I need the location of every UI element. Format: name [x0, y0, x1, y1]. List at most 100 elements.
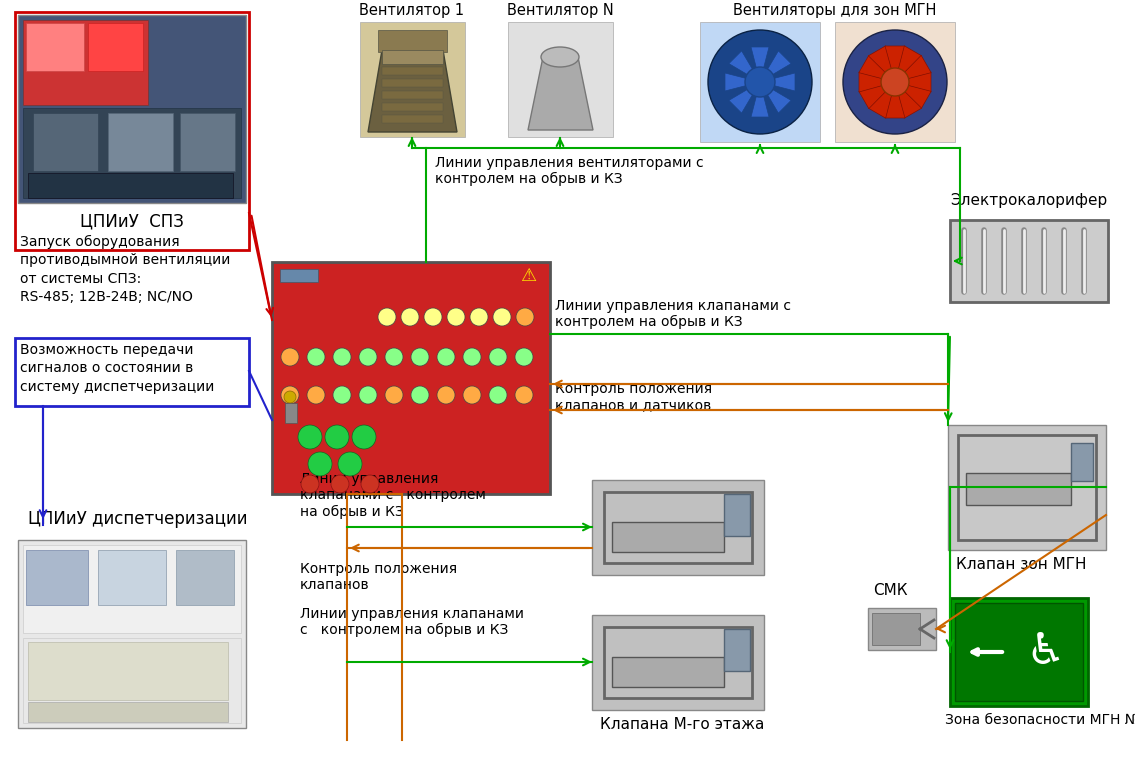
Polygon shape [751, 47, 770, 82]
FancyBboxPatch shape [966, 473, 1071, 505]
FancyBboxPatch shape [382, 115, 443, 123]
FancyBboxPatch shape [89, 23, 143, 71]
FancyBboxPatch shape [26, 550, 89, 605]
Circle shape [284, 391, 296, 403]
Circle shape [331, 475, 348, 493]
FancyBboxPatch shape [612, 522, 724, 552]
FancyBboxPatch shape [508, 22, 613, 137]
FancyBboxPatch shape [180, 113, 235, 171]
Circle shape [708, 30, 812, 134]
FancyBboxPatch shape [33, 113, 98, 171]
Circle shape [470, 308, 488, 326]
Polygon shape [760, 82, 791, 113]
FancyBboxPatch shape [28, 702, 228, 722]
FancyBboxPatch shape [378, 30, 447, 52]
Text: Линии управления клапанами
с   контролем на обрыв и КЗ: Линии управления клапанами с контролем н… [300, 607, 524, 637]
FancyBboxPatch shape [280, 269, 318, 282]
Circle shape [352, 425, 376, 449]
FancyBboxPatch shape [700, 22, 819, 142]
FancyBboxPatch shape [23, 108, 241, 198]
FancyBboxPatch shape [724, 494, 750, 536]
FancyBboxPatch shape [724, 629, 750, 671]
Text: Линии управления клапанами с
контролем на обрыв и КЗ: Линии управления клапанами с контролем н… [555, 299, 791, 329]
Polygon shape [859, 55, 896, 82]
Text: Возможность передачи
сигналов о состоянии в
систему диспетчеризации: Возможность передачи сигналов о состояни… [20, 343, 215, 393]
Polygon shape [885, 46, 905, 82]
Circle shape [306, 386, 325, 404]
FancyBboxPatch shape [285, 403, 297, 423]
FancyBboxPatch shape [868, 608, 936, 650]
Text: СМК: СМК [873, 583, 908, 598]
Circle shape [424, 308, 442, 326]
FancyBboxPatch shape [382, 91, 443, 99]
FancyBboxPatch shape [592, 480, 764, 575]
Circle shape [843, 30, 947, 134]
Circle shape [359, 348, 377, 366]
Circle shape [401, 308, 419, 326]
Polygon shape [896, 82, 922, 118]
Text: Вентилятор N: Вентилятор N [506, 3, 613, 18]
Text: ЦПИиУ  СПЗ: ЦПИиУ СПЗ [81, 212, 184, 230]
Circle shape [325, 425, 348, 449]
Circle shape [489, 348, 507, 366]
Circle shape [308, 452, 333, 476]
Polygon shape [528, 57, 592, 130]
Circle shape [385, 386, 403, 404]
Circle shape [881, 68, 909, 96]
Circle shape [281, 348, 299, 366]
Circle shape [493, 308, 511, 326]
Circle shape [411, 386, 429, 404]
FancyBboxPatch shape [950, 598, 1088, 706]
Circle shape [447, 308, 465, 326]
Polygon shape [859, 72, 896, 92]
Circle shape [301, 475, 319, 493]
FancyBboxPatch shape [23, 545, 241, 633]
Polygon shape [885, 82, 905, 118]
FancyBboxPatch shape [872, 613, 920, 645]
Circle shape [359, 386, 377, 404]
FancyBboxPatch shape [360, 22, 465, 137]
FancyBboxPatch shape [26, 23, 84, 71]
FancyBboxPatch shape [835, 22, 955, 142]
Text: Вентилятор 1: Вентилятор 1 [360, 3, 464, 18]
Text: ⚠: ⚠ [520, 267, 536, 285]
FancyBboxPatch shape [382, 79, 443, 87]
FancyBboxPatch shape [382, 103, 443, 111]
Text: Контроль положения
клапанов: Контроль положения клапанов [300, 562, 457, 592]
Text: ЦПИиУ диспетчеризации: ЦПИиУ диспетчеризации [28, 510, 247, 528]
Polygon shape [896, 46, 922, 82]
Text: Вентиляторы для зон МГН: Вентиляторы для зон МГН [733, 3, 936, 18]
FancyBboxPatch shape [592, 615, 764, 710]
Text: Контроль положения
клапанов и датчиков: Контроль положения клапанов и датчиков [555, 382, 712, 412]
Polygon shape [868, 82, 896, 118]
Circle shape [411, 348, 429, 366]
Polygon shape [896, 72, 931, 92]
Polygon shape [896, 82, 931, 109]
Polygon shape [368, 50, 457, 132]
Circle shape [516, 308, 533, 326]
Text: Линии управления вентиляторами с
контролем на обрыв и КЗ: Линии управления вентиляторами с контрол… [435, 156, 704, 186]
Text: Линии управления
клапанами с   контролем
на обрыв и КЗ: Линии управления клапанами с контролем н… [300, 472, 486, 518]
Circle shape [745, 67, 775, 97]
FancyBboxPatch shape [955, 603, 1083, 701]
Polygon shape [868, 46, 896, 82]
FancyBboxPatch shape [18, 15, 246, 203]
FancyBboxPatch shape [98, 550, 166, 605]
Ellipse shape [541, 47, 579, 67]
Circle shape [515, 386, 533, 404]
Circle shape [306, 348, 325, 366]
Circle shape [281, 386, 299, 404]
Polygon shape [760, 51, 791, 82]
Circle shape [489, 386, 507, 404]
FancyBboxPatch shape [382, 50, 443, 64]
Circle shape [299, 425, 322, 449]
Text: Клапан зон МГН: Клапан зон МГН [956, 557, 1086, 572]
FancyBboxPatch shape [23, 20, 148, 105]
FancyBboxPatch shape [108, 113, 173, 171]
Polygon shape [729, 82, 760, 113]
Circle shape [437, 386, 455, 404]
Circle shape [378, 308, 396, 326]
Circle shape [333, 348, 351, 366]
FancyBboxPatch shape [950, 220, 1108, 302]
FancyBboxPatch shape [382, 67, 443, 75]
